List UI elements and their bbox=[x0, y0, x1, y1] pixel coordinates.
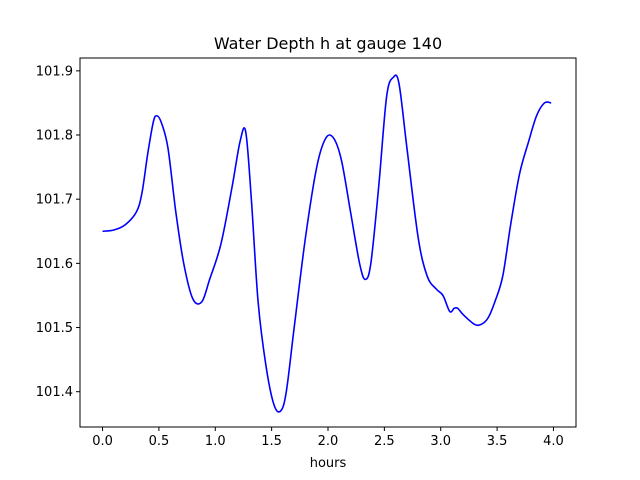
chart-title: Water Depth h at gauge 140 bbox=[214, 34, 442, 53]
x-tick-label: 3.0 bbox=[430, 434, 451, 449]
water-depth-line bbox=[102, 74, 552, 413]
x-tick-label: 1.0 bbox=[205, 434, 226, 449]
x-tick-label: 3.5 bbox=[487, 434, 508, 449]
y-tick-label: 101.4 bbox=[36, 385, 73, 400]
x-axis-label: hours bbox=[310, 456, 347, 471]
x-tick-label: 2.0 bbox=[318, 434, 339, 449]
x-tick-label: 4.0 bbox=[543, 434, 564, 449]
x-tick-label: 2.5 bbox=[374, 434, 395, 449]
y-tick-label: 101.8 bbox=[36, 129, 73, 144]
y-tick-label: 101.7 bbox=[36, 193, 73, 208]
x-tick-label: 0.5 bbox=[149, 434, 170, 449]
y-tick-label: 101.9 bbox=[36, 64, 73, 79]
y-tick-label: 101.5 bbox=[36, 321, 73, 336]
plot-frame bbox=[79, 57, 577, 428]
y-tick-label: 101.6 bbox=[36, 257, 73, 272]
plot-area: 0.0 0.5 1.0 1.5 2.0 2.5 3.0 3.5 4.0 101.4101.510… bbox=[36, 57, 577, 449]
x-tick-label: 0.0 bbox=[92, 434, 113, 449]
y-axis: 101.4 101.5 101.6 101.7 101.8 101.9 bbox=[36, 64, 80, 400]
x-axis: 0.0 0.5 1.0 1.5 2.0 2.5 3.0 3.5 4.0 bbox=[92, 427, 564, 449]
x-tick-label: 1.5 bbox=[261, 434, 282, 449]
